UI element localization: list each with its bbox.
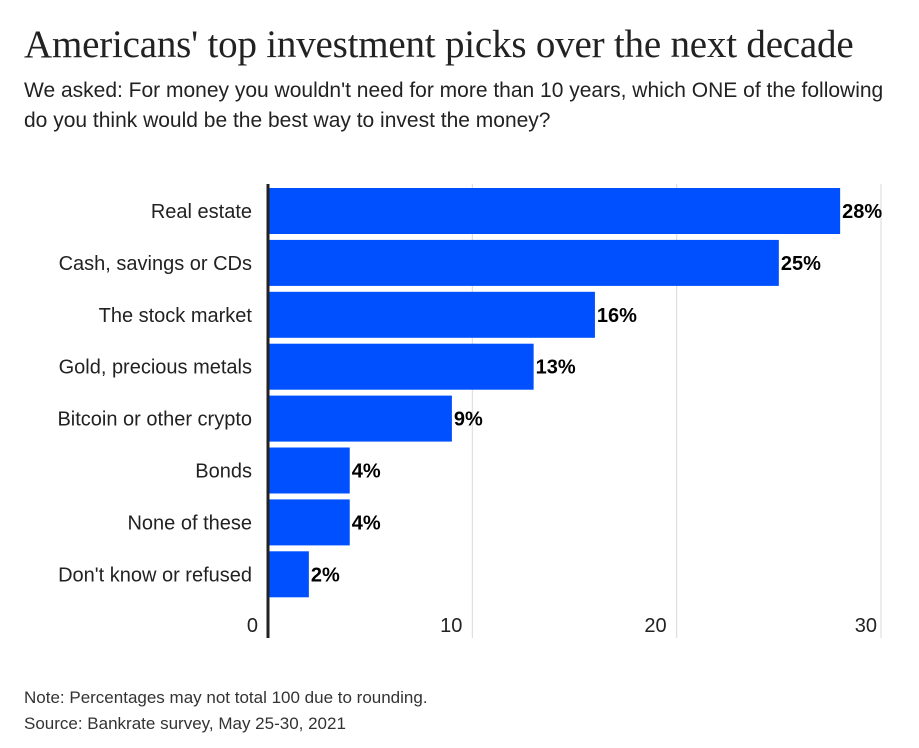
bar-0 — [268, 188, 841, 234]
x-tick-label-0: 0 — [247, 615, 258, 637]
value-label-6: 4% — [352, 512, 381, 534]
category-label-1: Cash, savings or CDs — [59, 253, 252, 275]
value-label-7: 2% — [311, 564, 340, 586]
bar-7 — [268, 551, 309, 598]
bar-2 — [268, 291, 595, 338]
chart-footnotes: Note: Percentages may not total 100 due … — [24, 685, 428, 737]
x-tick-label-30: 30 — [855, 615, 877, 637]
chart-subtitle: We asked: For money you wouldn't need fo… — [24, 79, 884, 132]
source-text: Source: Bankrate survey, May 25-30, 2021 — [24, 714, 346, 733]
category-label-6: None of these — [127, 512, 252, 534]
chart-title: Americans' top investment picks over the… — [24, 23, 854, 66]
category-label-5: Bonds — [195, 461, 252, 483]
note-text: Note: Percentages may not total 100 due … — [24, 688, 428, 707]
category-label-3: Gold, precious metals — [59, 357, 252, 379]
value-label-4: 9% — [454, 409, 483, 431]
value-label-1: 25% — [781, 253, 821, 275]
category-label-4: Bitcoin or other crypto — [57, 409, 252, 431]
bar-4 — [268, 395, 452, 442]
category-label-0: Real estate — [151, 201, 252, 223]
x-tick-label-20: 20 — [644, 615, 666, 637]
category-label-2: The stock market — [99, 305, 253, 327]
bar-6 — [268, 499, 350, 546]
bar-5 — [268, 447, 350, 494]
bar-3 — [268, 343, 534, 390]
value-label-5: 4% — [352, 461, 381, 483]
value-label-3: 13% — [536, 357, 576, 379]
value-label-0: 28% — [842, 201, 882, 223]
x-tick-label-10: 10 — [440, 615, 462, 637]
bar-1 — [268, 239, 779, 286]
category-label-7: Don't know or refused — [58, 564, 252, 586]
value-label-2: 16% — [597, 305, 637, 327]
